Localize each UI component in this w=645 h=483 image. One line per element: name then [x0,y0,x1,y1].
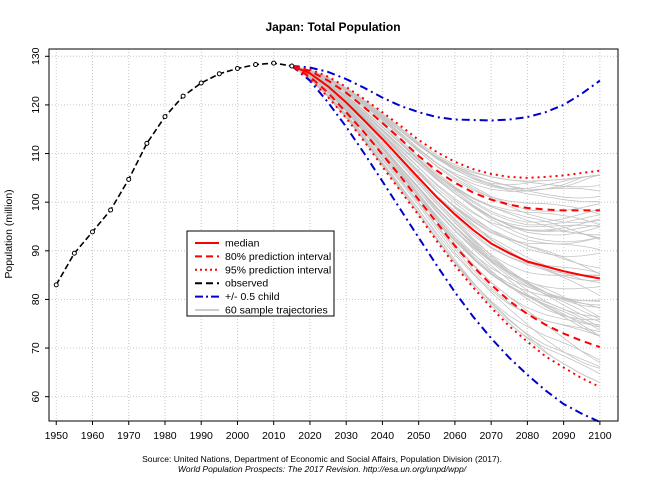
observed-point [53,282,59,288]
y-tick-label: 130 [30,47,42,65]
x-tick-label: 2040 [371,430,395,442]
sample-trajectory [291,65,600,333]
sample-trajectories [291,65,601,383]
legend-label: +/- 0.5 child [225,291,280,303]
sample-trajectory [291,65,600,290]
sample-trajectory [291,65,600,190]
legend-label: 80% prediction interval [225,251,331,263]
observed-point [108,207,114,213]
x-tick-label: 2030 [335,430,359,442]
y-tick-label: 90 [30,245,42,257]
series-median [291,65,601,280]
x-tick-label: 2000 [226,430,250,442]
series-95-upper [291,65,601,179]
x-tick-label: 2100 [588,430,612,442]
x-tick-label: 1970 [117,430,141,442]
legend-box [186,230,335,317]
observed-point [198,80,204,86]
x-tick-label: 2090 [552,430,576,442]
legend-label: median [225,238,260,250]
y-tick-label: 110 [30,145,42,162]
observed-point [271,60,277,66]
source-line-2: World Population Prospects: The 2017 Rev… [178,464,468,474]
x-tick-label: 2050 [407,430,431,442]
x-tick-label: 2080 [516,430,540,442]
x-tick-label: 1960 [81,430,105,442]
sample-trajectory [291,65,600,228]
series-80-lower [291,65,601,349]
series-lines [53,60,601,423]
sample-trajectory [291,65,601,375]
observed-point [89,229,95,235]
observed-point [144,140,150,146]
x-tick-label: 1990 [190,430,214,442]
observed-point [126,176,132,182]
sample-trajectory [291,65,600,251]
sample-trajectory [291,65,601,236]
observed-point [216,71,222,77]
y-axis-label: Population (million) [3,189,15,278]
x-tick-label: 2070 [479,430,503,442]
y-tick-label: 80 [30,293,42,305]
sample-trajectory [291,65,600,223]
observed-point [162,114,168,120]
sample-trajectory [291,65,601,369]
y-tick-label: 70 [30,342,42,354]
series--0-5-child [291,65,601,122]
x-tick-label: 1980 [153,430,177,442]
x-tick-label: 1950 [45,430,69,442]
y-tick-label: 100 [30,193,42,211]
chart-title: Japan: Total Population [265,20,400,34]
observed-point [289,63,295,69]
observed-point [234,65,240,71]
sample-trajectory [291,65,600,223]
observed-point [180,93,186,99]
y-tick-label: 120 [30,96,42,114]
legend-label: 95% prediction interval [225,264,331,276]
sample-trajectory [291,65,601,383]
source-line-1: Source: United Nations, Department of Ec… [142,454,502,464]
sample-trajectory [291,65,600,192]
x-tick-label: 2060 [443,430,467,442]
plot-frame [48,48,619,422]
sample-trajectory [291,65,601,318]
legend-label: 60 sample trajectories [225,305,328,317]
observed-point [253,62,259,68]
observed-point [71,250,77,256]
legend-label: observed [225,278,268,290]
series-95-lower [291,65,601,388]
x-tick-label: 2010 [262,430,286,442]
sample-trajectory [291,65,600,321]
y-tick-label: 60 [30,391,42,403]
x-tick-label: 2020 [298,430,322,442]
axes: 1950 1960 1970 1980 1990 2000 2010 2020 2030 2040… [30,47,612,442]
sample-trajectory [291,65,601,383]
series--0-5-child [291,65,601,423]
series-80-upper [291,65,600,212]
